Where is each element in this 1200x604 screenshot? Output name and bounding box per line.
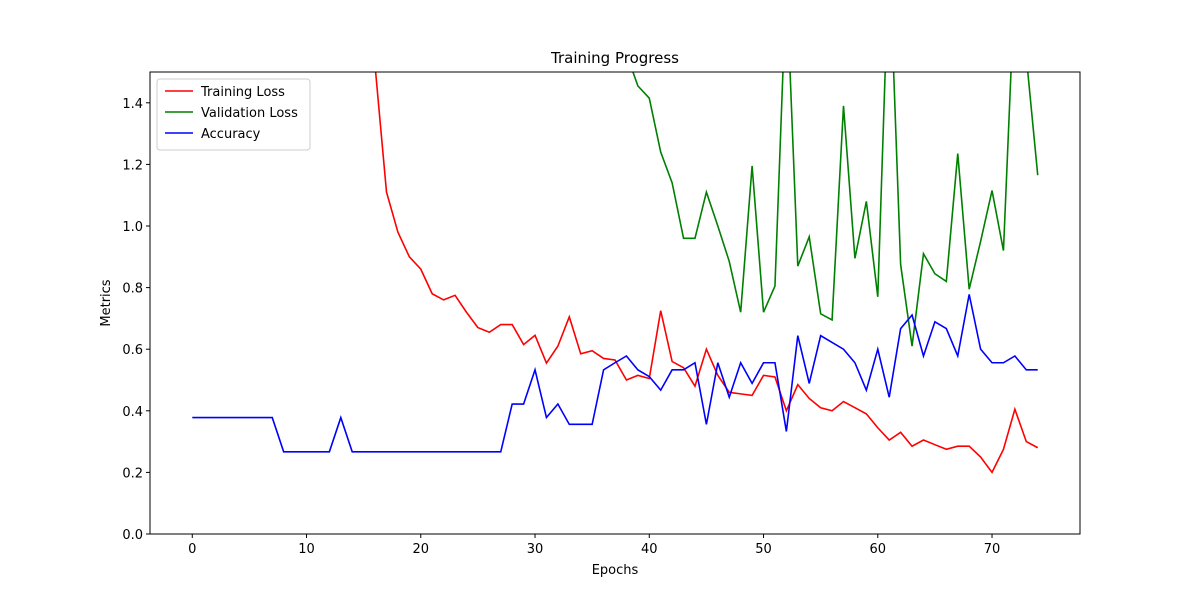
y-tick-label: 0.8	[122, 282, 143, 297]
y-tick-label: 0.0	[122, 528, 143, 543]
legend-label: Accuracy	[201, 127, 261, 142]
y-tick-label: 0.2	[122, 466, 143, 481]
x-tick-label: 20	[413, 542, 430, 557]
y-tick-label: 1.2	[122, 158, 143, 173]
data-line	[632, 72, 1039, 347]
legend-label: Training Loss	[200, 85, 285, 100]
x-tick-label: 50	[755, 542, 772, 557]
legend-box	[156, 78, 311, 151]
x-tick-label: 60	[870, 542, 887, 557]
data-line	[374, 72, 1039, 474]
y-tick-label: 0.4	[122, 405, 143, 420]
y-tick-label: 1.4	[122, 97, 143, 112]
y-axis-label: Metrics	[99, 279, 114, 326]
x-tick-label: 70	[984, 542, 1001, 557]
chart-title: Training Progress	[550, 49, 679, 67]
x-tick-label: 40	[641, 542, 658, 557]
x-tick-label: 0	[188, 542, 196, 557]
axes-frame	[149, 71, 1081, 535]
data-line	[192, 294, 1038, 453]
x-axis-label: Epochs	[592, 563, 639, 578]
x-tick-label: 30	[527, 542, 544, 557]
y-tick-label: 0.6	[122, 343, 143, 358]
legend-label: Validation Loss	[201, 106, 298, 121]
y-tick-label: 1.0	[122, 220, 143, 235]
x-tick-label: 10	[298, 542, 315, 557]
plot-area	[192, 72, 1039, 474]
